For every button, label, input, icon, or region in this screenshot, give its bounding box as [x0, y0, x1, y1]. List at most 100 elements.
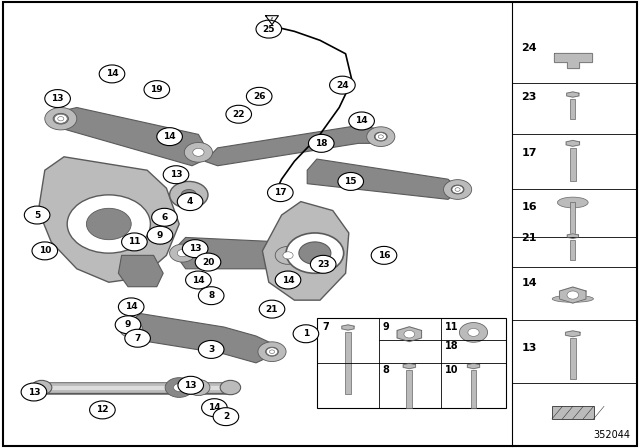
Ellipse shape	[552, 295, 593, 302]
Circle shape	[165, 378, 193, 397]
Text: 16: 16	[378, 251, 390, 260]
Polygon shape	[467, 363, 479, 369]
Text: 17: 17	[274, 188, 287, 197]
Text: 25: 25	[262, 25, 275, 34]
Text: 23: 23	[522, 92, 537, 102]
Bar	[570, 148, 576, 181]
Text: 14: 14	[522, 278, 537, 288]
Circle shape	[375, 133, 387, 141]
Text: 9: 9	[125, 320, 131, 329]
Circle shape	[444, 180, 472, 199]
Circle shape	[54, 114, 67, 123]
Text: 13: 13	[184, 381, 197, 390]
Circle shape	[194, 384, 203, 391]
Text: 11: 11	[445, 322, 458, 332]
Text: 14: 14	[282, 276, 294, 284]
Circle shape	[53, 113, 68, 124]
Circle shape	[567, 291, 579, 299]
Text: 8: 8	[208, 291, 214, 300]
Text: 13: 13	[51, 94, 64, 103]
Circle shape	[195, 253, 221, 271]
Circle shape	[182, 240, 208, 258]
Text: 21: 21	[522, 233, 537, 243]
Circle shape	[90, 401, 115, 419]
Bar	[552, 406, 593, 419]
Polygon shape	[38, 157, 179, 282]
Circle shape	[32, 242, 58, 260]
Text: 8: 8	[382, 365, 389, 375]
Text: 6: 6	[161, 213, 168, 222]
Circle shape	[122, 233, 147, 251]
Bar	[570, 202, 575, 234]
Circle shape	[275, 271, 301, 289]
Polygon shape	[403, 363, 415, 369]
Circle shape	[170, 181, 208, 208]
Polygon shape	[51, 108, 211, 166]
Text: 7: 7	[134, 334, 141, 343]
Circle shape	[258, 342, 286, 362]
Text: 10: 10	[38, 246, 51, 255]
Text: 13: 13	[170, 170, 182, 179]
Text: 17: 17	[522, 148, 537, 158]
Circle shape	[266, 348, 278, 356]
Text: 14: 14	[355, 116, 368, 125]
Circle shape	[213, 408, 239, 426]
Circle shape	[293, 325, 319, 343]
Circle shape	[451, 185, 464, 194]
Text: 13: 13	[28, 388, 40, 396]
Bar	[406, 370, 412, 408]
Text: 26: 26	[253, 92, 266, 101]
Text: 15: 15	[344, 177, 357, 186]
Text: 10: 10	[445, 365, 458, 375]
Circle shape	[45, 108, 77, 130]
Circle shape	[283, 252, 293, 259]
Circle shape	[378, 135, 383, 138]
Circle shape	[286, 233, 344, 273]
Circle shape	[266, 347, 278, 356]
Text: 24: 24	[522, 43, 537, 52]
Circle shape	[455, 188, 460, 191]
Bar	[345, 332, 351, 394]
Text: 4: 4	[187, 197, 193, 206]
Text: 14: 14	[106, 69, 118, 78]
Polygon shape	[266, 16, 278, 25]
Circle shape	[371, 246, 397, 264]
Text: 23: 23	[317, 260, 330, 269]
Bar	[570, 338, 576, 379]
Polygon shape	[554, 53, 592, 69]
Text: 13: 13	[189, 244, 202, 253]
Circle shape	[259, 300, 285, 318]
Circle shape	[374, 132, 387, 141]
Polygon shape	[342, 325, 354, 330]
Circle shape	[31, 380, 52, 395]
Bar	[470, 370, 476, 408]
Text: 14: 14	[163, 132, 176, 141]
Text: 14: 14	[208, 403, 221, 412]
Text: 19: 19	[150, 85, 163, 94]
Circle shape	[173, 383, 185, 392]
Text: 7: 7	[322, 322, 329, 332]
Circle shape	[125, 329, 150, 347]
Circle shape	[118, 298, 144, 316]
Circle shape	[86, 208, 131, 240]
Circle shape	[120, 321, 143, 337]
Circle shape	[152, 208, 177, 226]
Polygon shape	[566, 331, 580, 337]
Circle shape	[127, 326, 136, 332]
Circle shape	[269, 350, 275, 353]
Circle shape	[310, 255, 336, 273]
Text: 1: 1	[303, 329, 309, 338]
Circle shape	[268, 184, 293, 202]
Bar	[570, 99, 575, 119]
Circle shape	[147, 226, 173, 244]
Polygon shape	[173, 237, 301, 269]
Circle shape	[181, 190, 196, 200]
Polygon shape	[307, 159, 461, 199]
Text: 13: 13	[522, 343, 537, 353]
Text: 22: 22	[232, 110, 245, 119]
Text: f: f	[271, 17, 273, 22]
Circle shape	[198, 340, 224, 358]
Text: 352044: 352044	[593, 430, 630, 440]
Circle shape	[404, 331, 415, 338]
Circle shape	[330, 76, 355, 94]
